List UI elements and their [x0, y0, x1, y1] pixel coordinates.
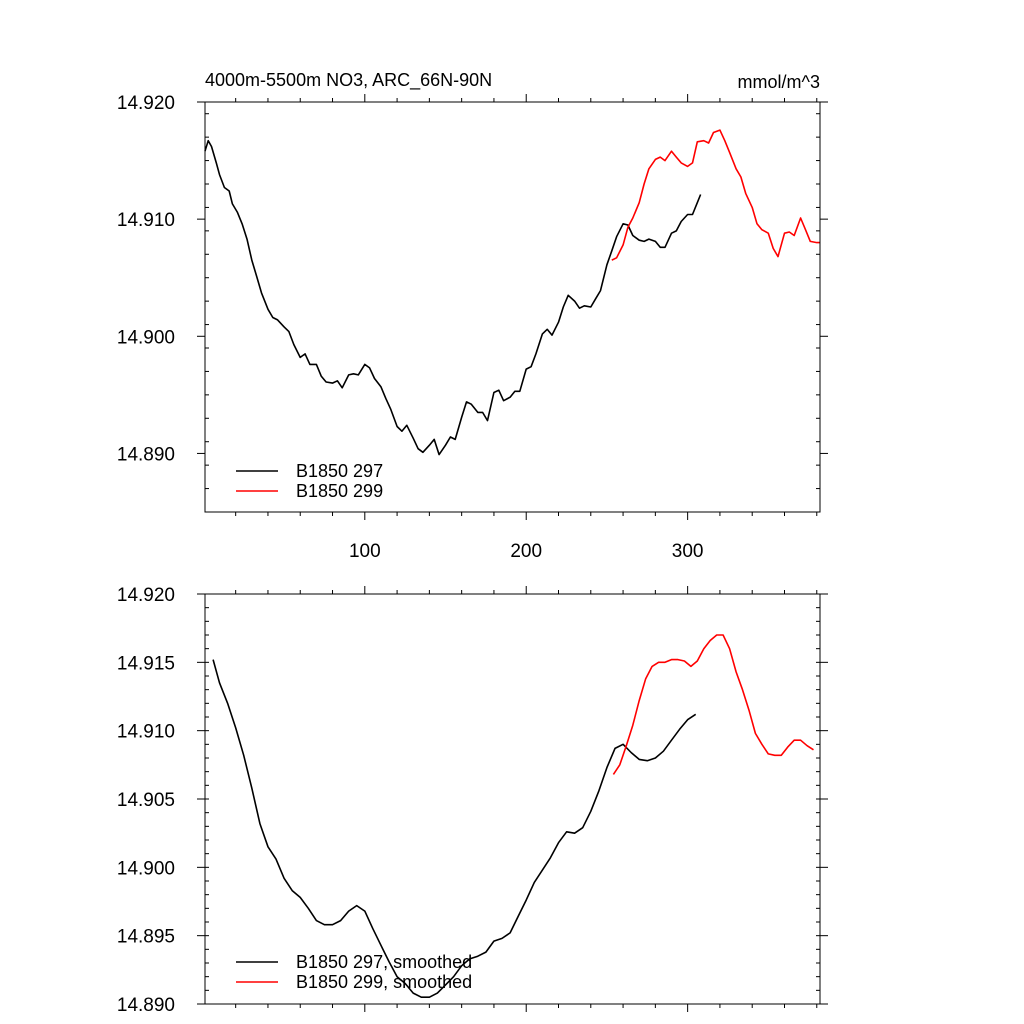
x-tick-label: 300: [672, 541, 704, 562]
top-legend: B1850 297 B1850 299: [236, 461, 383, 501]
y-tick-label: 14.900: [117, 327, 175, 348]
bottom-legend: B1850 297, smoothed B1850 299, smoothed: [236, 952, 472, 992]
legend-label-297-smoothed: B1850 297, smoothed: [296, 952, 472, 972]
units-label: mmol/m^3: [738, 72, 820, 92]
legend-label-297: B1850 297: [296, 461, 383, 481]
chart-title: 4000m-5500m NO3, ARC_66N-90N: [205, 70, 492, 91]
legend-label-299: B1850 299: [296, 481, 383, 501]
y-tick-label: 14.900: [117, 858, 175, 879]
y-tick-label: 14.895: [117, 927, 175, 948]
legend-label-299-smoothed: B1850 299, smoothed: [296, 972, 472, 992]
y-tick-label: 14.890: [117, 995, 175, 1016]
series-line-b1850-297-smoothed: [212, 659, 697, 999]
y-tick-label: 14.920: [117, 93, 175, 114]
y-tick-label: 14.915: [117, 653, 175, 674]
bottom-axis-ticks: [197, 586, 828, 1012]
x-tick-label: 200: [510, 541, 542, 562]
bottom-panel: 14.890 14.895 14.900 14.905 14.910 14.91…: [117, 585, 828, 1016]
bottom-plot-frame: [204, 593, 821, 1005]
top-panel: 4000m-5500m NO3, ARC_66N-90N mmol/m^3 14…: [117, 70, 828, 562]
y-tick-label: 14.910: [117, 722, 175, 743]
y-tick-label: 14.890: [117, 444, 175, 465]
y-tick-label: 14.910: [117, 210, 175, 231]
top-series-group: [204, 129, 820, 456]
series-line-b1850-297: [204, 139, 702, 456]
top-axis-ticks: [197, 94, 828, 520]
y-tick-label: 14.905: [117, 790, 175, 811]
top-plot-frame: [204, 101, 821, 513]
bottom-series-group: [212, 634, 814, 999]
x-tick-label: 100: [349, 541, 381, 562]
y-tick-label: 14.920: [117, 585, 175, 606]
series-line-b1850-299: [611, 129, 820, 261]
series-line-b1850-299-smoothed: [612, 634, 814, 775]
